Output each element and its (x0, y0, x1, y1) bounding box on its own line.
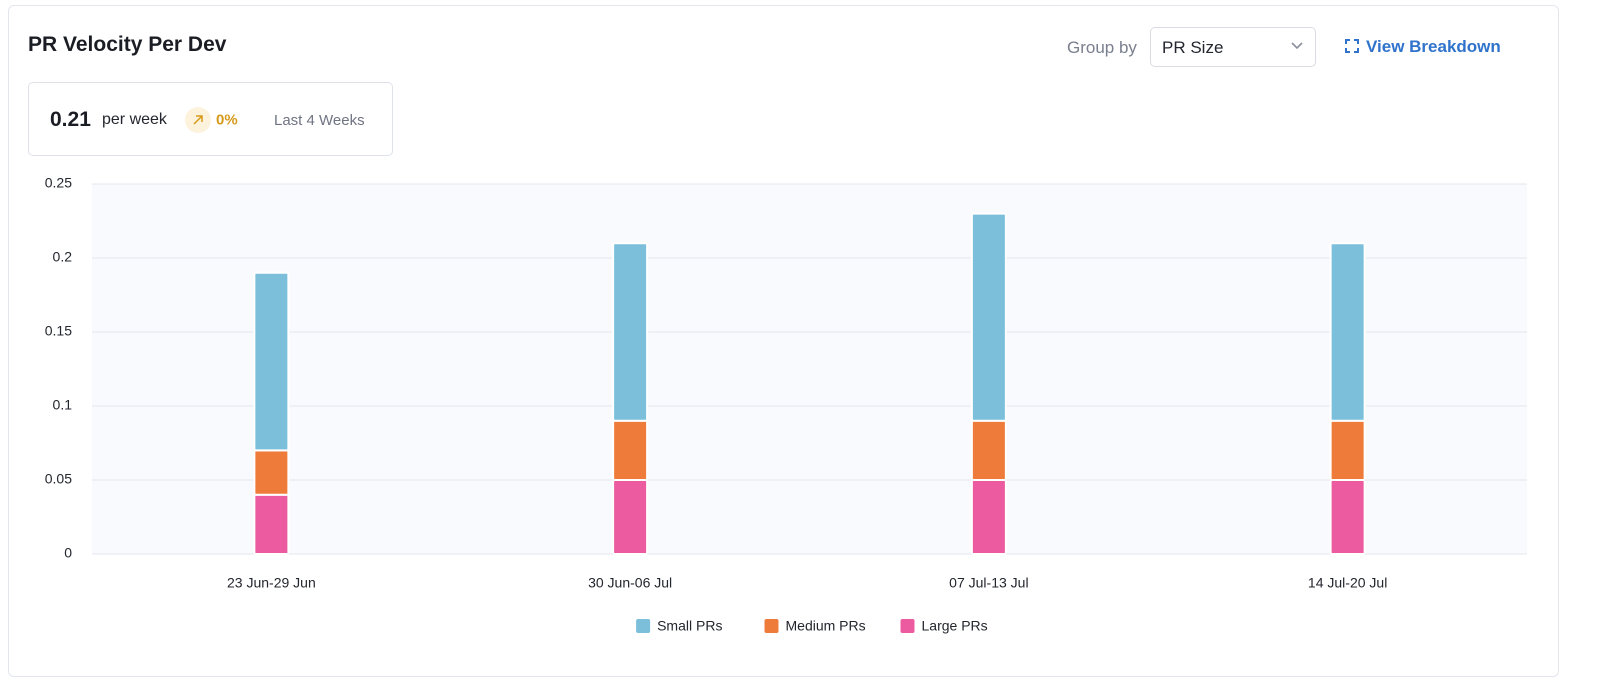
y-tick-label: 0.15 (45, 323, 72, 339)
summary-value: 0.21 (50, 108, 91, 131)
legend-label: Small PRs (657, 618, 722, 634)
bar-segment (253, 449, 290, 496)
summary-change: 0% (185, 107, 238, 133)
expand-icon (1345, 39, 1359, 53)
select-value: PR Size (1162, 38, 1224, 57)
x-tick-label: 07 Jul-13 Jul (949, 575, 1028, 591)
group-by-label: Group by (1067, 38, 1137, 57)
bar-segment (612, 479, 649, 555)
bar-segment (253, 271, 290, 452)
bar-segment (1329, 479, 1366, 555)
panel-title: PR Velocity Per Dev (28, 33, 227, 56)
legend-swatch (764, 619, 779, 633)
bar-segment (1329, 419, 1366, 481)
y-tick-label: 0.2 (53, 249, 73, 265)
legend-label: Medium PRs (786, 618, 866, 634)
bar-segment (1329, 242, 1366, 422)
y-tick-label: 0 (64, 545, 72, 561)
y-tick-label: 0.05 (45, 471, 72, 487)
bar-segment (970, 212, 1007, 422)
action-label: View Breakdown (1366, 37, 1501, 56)
summary-unit: per week (102, 111, 167, 128)
bar-segment (253, 493, 290, 555)
x-tick-label: 14 Jul-20 Jul (1308, 575, 1387, 591)
bar-segment (612, 419, 649, 481)
summary-period: Last 4 Weeks (274, 112, 365, 129)
plot-background (92, 184, 1527, 554)
bar-segment (970, 419, 1007, 481)
x-tick-label: 23 Jun-29 Jun (227, 575, 316, 591)
panel (8, 5, 1559, 677)
group-by-select[interactable]: PR Size (1150, 27, 1316, 67)
bar-segment (612, 242, 649, 422)
summary-card: 0.21 per week 0% Last 4 Weeks (28, 82, 393, 156)
change-text: 0% (216, 111, 238, 129)
view-breakdown-button[interactable]: View Breakdown (1345, 37, 1501, 57)
legend-swatch (900, 619, 915, 633)
legend-swatch (636, 619, 651, 633)
y-tick-label: 0.25 (45, 175, 72, 191)
x-tick-label: 30 Jun-06 Jul (588, 575, 672, 591)
bar-segment (970, 479, 1007, 555)
legend-label: Large PRs (922, 618, 988, 634)
y-tick-label: 0.1 (53, 397, 73, 413)
chevron-icon (1291, 42, 1303, 50)
trend-icon (185, 107, 211, 133)
